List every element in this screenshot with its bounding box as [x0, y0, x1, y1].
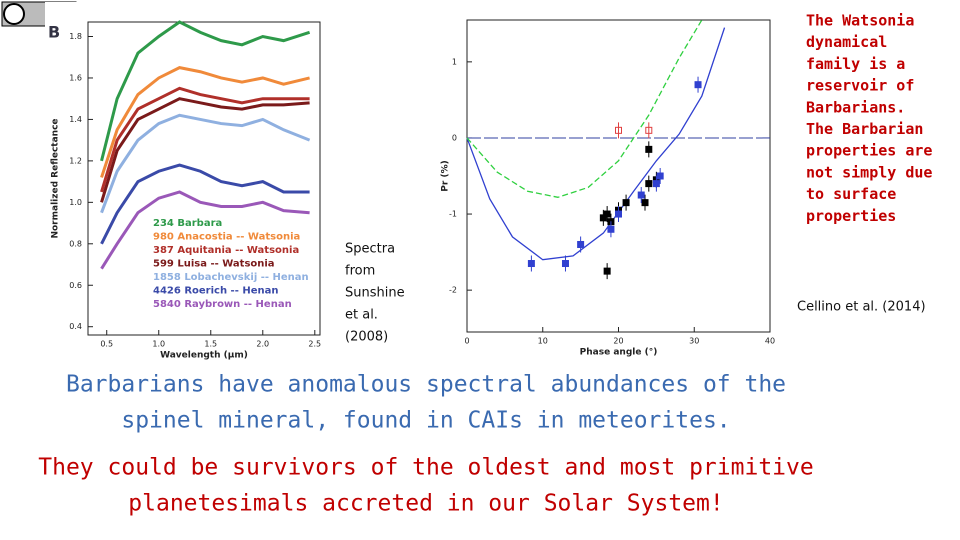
spectrum	[100, 97, 310, 203]
x-tick-label: 2.5	[308, 340, 321, 349]
y-tick-label: 1.4	[69, 115, 82, 124]
y-tick-label: -2	[449, 286, 457, 295]
y-tick-label: 0.8	[69, 239, 82, 248]
x-tick-label: 2.0	[256, 340, 269, 349]
x-tick-label: 30	[689, 337, 699, 346]
note-line: The Barbarian	[806, 120, 923, 138]
spectrum	[100, 20, 311, 162]
credit-line: Sunshine	[345, 286, 405, 301]
y-tick-label: 0.6	[69, 281, 82, 290]
note-line: properties are	[806, 142, 932, 160]
credit-line: et al.	[345, 308, 378, 323]
left-figure	[45, 2, 333, 364]
data-point	[645, 145, 653, 153]
note-line: to surface	[806, 185, 896, 203]
note-line: family is a	[806, 55, 905, 73]
cc-icon	[3, 3, 25, 25]
note-line: not simply due	[806, 163, 932, 181]
credit-line: from	[345, 264, 375, 279]
data-point	[615, 126, 622, 134]
credit-line: (2008)	[345, 330, 388, 345]
y-tick-label: 1.0	[69, 198, 82, 207]
data-point	[577, 240, 585, 248]
data-point	[527, 260, 535, 268]
conclusion-line: They could be survivors of the oldest an…	[38, 455, 813, 481]
x-axis-label: Wavelength (μm)	[160, 351, 248, 361]
y-tick-label: 1.6	[69, 73, 82, 82]
y-tick-label: -1	[449, 210, 457, 219]
data-point	[603, 267, 611, 275]
y-tick-label: 1	[452, 57, 457, 66]
x-tick-label: 10	[538, 337, 548, 346]
statement-line: spinel mineral, found in CAIs in meteori…	[121, 408, 730, 434]
spectrum	[100, 163, 310, 245]
conclusion-line: planetesimals accreted in our Solar Syst…	[128, 491, 723, 517]
x-tick-label: 1.5	[204, 340, 217, 349]
x-tick-label: 0	[464, 337, 469, 346]
y-axis-label: Normalized Reflectance	[51, 118, 61, 238]
x-tick-label: 40	[765, 337, 775, 346]
note-line: dynamical	[806, 33, 887, 51]
data-point	[641, 199, 649, 207]
data-point	[603, 210, 611, 218]
x-axis-label: Phase angle (°)	[580, 348, 658, 358]
legend-entry: 4426 Roerich -- Henan	[153, 286, 278, 297]
data-point	[656, 172, 664, 180]
y-tick-label: 1.2	[69, 156, 82, 165]
data-point	[599, 214, 607, 222]
spectrum	[100, 190, 310, 270]
statement-line: Barbarians have anomalous spectral abund…	[66, 372, 786, 398]
legend-entry: 5840 Raybrown -- Henan	[153, 299, 292, 310]
data-point	[607, 225, 615, 233]
legend-entry: 599 Luisa -- Watsonia	[153, 259, 275, 270]
y-axis-label: Pr (%)	[441, 160, 451, 191]
x-tick-label: 1.0	[152, 340, 165, 349]
y-tick-label: 0.4	[69, 322, 82, 331]
note-line: reservoir of	[806, 77, 914, 95]
x-tick-label: 0.5	[100, 340, 113, 349]
note-line: The Watsonia	[806, 12, 914, 30]
legend-entry: 1858 Lobachevskij -- Henan	[153, 272, 309, 283]
spectrum	[100, 113, 311, 214]
note-line: properties	[806, 207, 896, 225]
legend-entry: 234 Barbara	[153, 218, 222, 229]
plot-frame	[87, 21, 321, 336]
data-point	[637, 191, 645, 199]
credit: Cellino et al. (2014)	[797, 300, 926, 315]
data-point	[645, 126, 653, 134]
data-point	[645, 180, 653, 188]
note-line: Barbarians.	[806, 98, 905, 116]
fit-curve	[466, 27, 726, 261]
credit-line: Spectra	[345, 242, 395, 257]
data-point	[694, 81, 702, 89]
data-point	[615, 210, 622, 218]
x-tick-label: 20	[613, 337, 623, 346]
data-point	[652, 180, 660, 188]
data-point	[561, 260, 569, 268]
legend-entry: 387 Aquitania -- Watsonia	[153, 245, 299, 256]
y-tick-label: 0	[452, 133, 457, 142]
spectrum	[100, 66, 310, 178]
panel-label: B	[48, 23, 60, 42]
spectrum	[100, 86, 310, 193]
legend-entry: 980 Anacostia -- Watsonia	[153, 232, 300, 243]
y-tick-label: 1.8	[69, 32, 82, 41]
data-point	[622, 199, 630, 207]
fit-curve	[466, 19, 703, 198]
